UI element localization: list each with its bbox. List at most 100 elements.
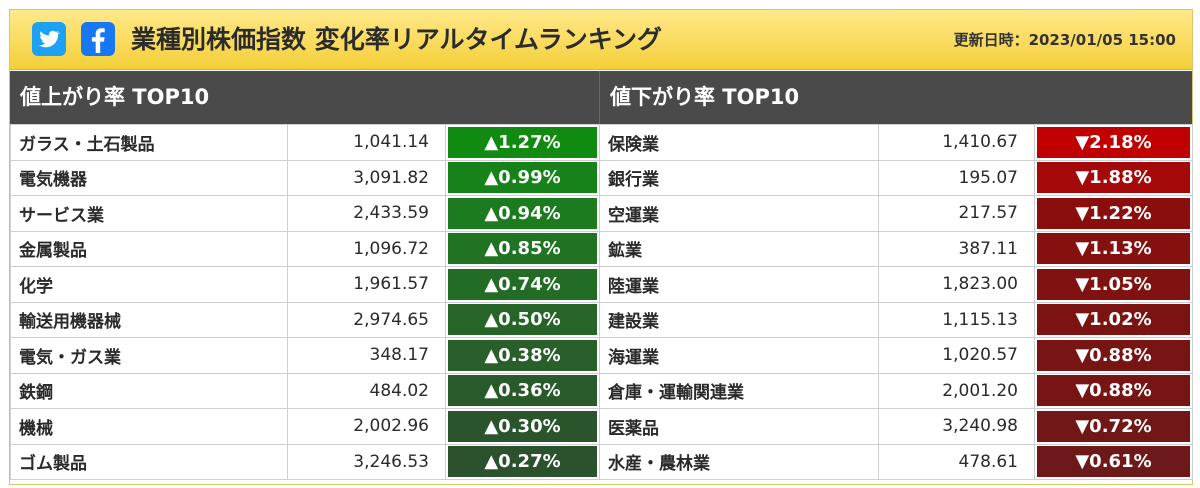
change-rate-badge: ▼0.61%: [1037, 446, 1190, 478]
change-rate-badge: ▲0.27%: [448, 446, 597, 478]
rising-panel: 値上がり率 TOP10 ガラス・土石製品 1,041.14 ▲1.27% 電気機器 3,…: [10, 71, 600, 480]
change-rate-cell: ▼0.88%: [1034, 372, 1193, 409]
change-rate-cell: ▼1.02%: [1034, 301, 1193, 338]
table-row: 倉庫・運輸関連業 2,001.20 ▼0.88%: [599, 372, 1193, 409]
sector-name: 機械: [10, 408, 288, 445]
header-bar: 業種別株価指数 変化率リアルタイムランキング 更新日時：2023/01/05 1…: [10, 10, 1192, 70]
rising-table: ガラス・土石製品 1,041.14 ▲1.27% 電気機器 3,091.82 ▲0.99%…: [10, 124, 600, 480]
sector-name: 医薬品: [599, 408, 879, 445]
change-rate-badge: ▼1.13%: [1037, 233, 1190, 265]
facebook-icon: [81, 22, 115, 56]
twitter-icon: [32, 22, 66, 56]
index-value: 387.11: [878, 230, 1035, 267]
sector-name: 保険業: [599, 124, 879, 161]
index-value: 1,115.13: [878, 301, 1035, 338]
table-row: 空運業 217.57 ▼1.22%: [599, 195, 1193, 232]
index-value: 484.02: [287, 372, 446, 409]
index-value: 2,974.65: [287, 301, 446, 338]
table-row: 電気機器 3,091.82 ▲0.99%: [10, 159, 600, 196]
change-rate-badge: ▲0.85%: [448, 233, 597, 265]
change-rate-badge: ▼1.88%: [1037, 162, 1190, 194]
index-value: 2,002.96: [287, 408, 446, 445]
change-rate-badge: ▲0.50%: [448, 304, 597, 336]
change-rate-cell: ▼0.61%: [1034, 443, 1193, 480]
sector-name: ゴム製品: [10, 443, 288, 480]
table-row: サービス業 2,433.59 ▲0.94%: [10, 195, 600, 232]
sector-name: 水産・農林業: [599, 443, 879, 480]
index-value: 1,410.67: [878, 124, 1035, 161]
change-rate-badge: ▼2.18%: [1037, 126, 1190, 158]
change-rate-badge: ▲0.38%: [448, 339, 597, 371]
sector-name: 電気・ガス業: [10, 337, 288, 374]
twitter-share-button[interactable]: [32, 22, 66, 56]
change-rate-cell: ▲0.27%: [445, 443, 600, 480]
change-rate-badge: ▼0.88%: [1037, 339, 1190, 371]
index-value: 3,246.53: [287, 443, 446, 480]
table-row: ゴム製品 3,246.53 ▲0.27%: [10, 443, 600, 480]
change-rate-cell: ▲0.50%: [445, 301, 600, 338]
table-row: 輸送用機器械 2,974.65 ▲0.50%: [10, 301, 600, 338]
change-rate-badge: ▲0.74%: [448, 268, 597, 300]
table-row: 鉄鋼 484.02 ▲0.36%: [10, 372, 600, 409]
sector-name: 鉄鋼: [10, 372, 288, 409]
change-rate-cell: ▼1.05%: [1034, 266, 1193, 303]
index-value: 195.07: [878, 159, 1035, 196]
change-rate-badge: ▼0.72%: [1037, 410, 1190, 442]
index-value: 348.17: [287, 337, 446, 374]
table-row: 海運業 1,020.57 ▼0.88%: [599, 337, 1193, 374]
change-rate-cell: ▼0.88%: [1034, 337, 1193, 374]
falling-panel: 値下がり率 TOP10 保険業 1,410.67 ▼2.18% 銀行業 195.07 ▼1…: [599, 71, 1193, 480]
table-row: 機械 2,002.96 ▲0.30%: [10, 408, 600, 445]
change-rate-cell: ▲0.36%: [445, 372, 600, 409]
change-rate-badge: ▲0.36%: [448, 375, 597, 407]
sector-name: 空運業: [599, 195, 879, 232]
index-value: 2,433.59: [287, 195, 446, 232]
change-rate-badge: ▼1.22%: [1037, 197, 1190, 229]
sector-name: 倉庫・運輸関連業: [599, 372, 879, 409]
change-rate-badge: ▲0.99%: [448, 162, 597, 194]
falling-table: 保険業 1,410.67 ▼2.18% 銀行業 195.07 ▼1.88% 空運業 217.5…: [599, 124, 1193, 480]
sector-name: 金属製品: [10, 230, 288, 267]
change-rate-cell: ▼1.88%: [1034, 159, 1193, 196]
index-value: 3,240.98: [878, 408, 1035, 445]
change-rate-cell: ▲0.74%: [445, 266, 600, 303]
index-value: 217.57: [878, 195, 1035, 232]
index-value: 1,096.72: [287, 230, 446, 267]
change-rate-badge: ▼1.02%: [1037, 304, 1190, 336]
change-rate-cell: ▲1.27%: [445, 124, 600, 161]
change-rate-cell: ▼0.72%: [1034, 408, 1193, 445]
change-rate-badge: ▲0.94%: [448, 197, 597, 229]
change-rate-cell: ▲0.38%: [445, 337, 600, 374]
index-value: 1,020.57: [878, 337, 1035, 374]
change-rate-cell: ▲0.30%: [445, 408, 600, 445]
change-rate-badge: ▼0.88%: [1037, 375, 1190, 407]
table-row: 化学 1,961.57 ▲0.74%: [10, 266, 600, 303]
index-value: 1,041.14: [287, 124, 446, 161]
index-value: 3,091.82: [287, 159, 446, 196]
change-rate-cell: ▼2.18%: [1034, 124, 1193, 161]
table-row: 保険業 1,410.67 ▼2.18%: [599, 124, 1193, 161]
sector-name: 陸運業: [599, 266, 879, 303]
sector-name: サービス業: [10, 195, 288, 232]
change-rate-cell: ▲0.94%: [445, 195, 600, 232]
index-value: 1,961.57: [287, 266, 446, 303]
change-rate-cell: ▲0.99%: [445, 159, 600, 196]
sector-name: 建設業: [599, 301, 879, 338]
sector-name: 鉱業: [599, 230, 879, 267]
index-value: 2,001.20: [878, 372, 1035, 409]
page-title: 業種別株価指数 変化率リアルタイムランキング: [131, 25, 662, 54]
table-row: 建設業 1,115.13 ▼1.02%: [599, 301, 1193, 338]
change-rate-cell: ▲0.85%: [445, 230, 600, 267]
table-row: 銀行業 195.07 ▼1.88%: [599, 159, 1193, 196]
updated-timestamp: 更新日時：2023/01/05 15:00: [953, 31, 1176, 49]
table-row: 鉱業 387.11 ▼1.13%: [599, 230, 1193, 267]
change-rate-badge: ▲0.30%: [448, 410, 597, 442]
change-rate-badge: ▼1.05%: [1037, 268, 1190, 300]
falling-heading: 値下がり率 TOP10: [599, 71, 1192, 124]
sector-name: 輸送用機器械: [10, 301, 288, 338]
sector-name: ガラス・土石製品: [10, 124, 288, 161]
change-rate-cell: ▼1.22%: [1034, 195, 1193, 232]
table-row: 金属製品 1,096.72 ▲0.85%: [10, 230, 600, 267]
sector-name: 海運業: [599, 337, 879, 374]
facebook-share-button[interactable]: [81, 22, 115, 56]
